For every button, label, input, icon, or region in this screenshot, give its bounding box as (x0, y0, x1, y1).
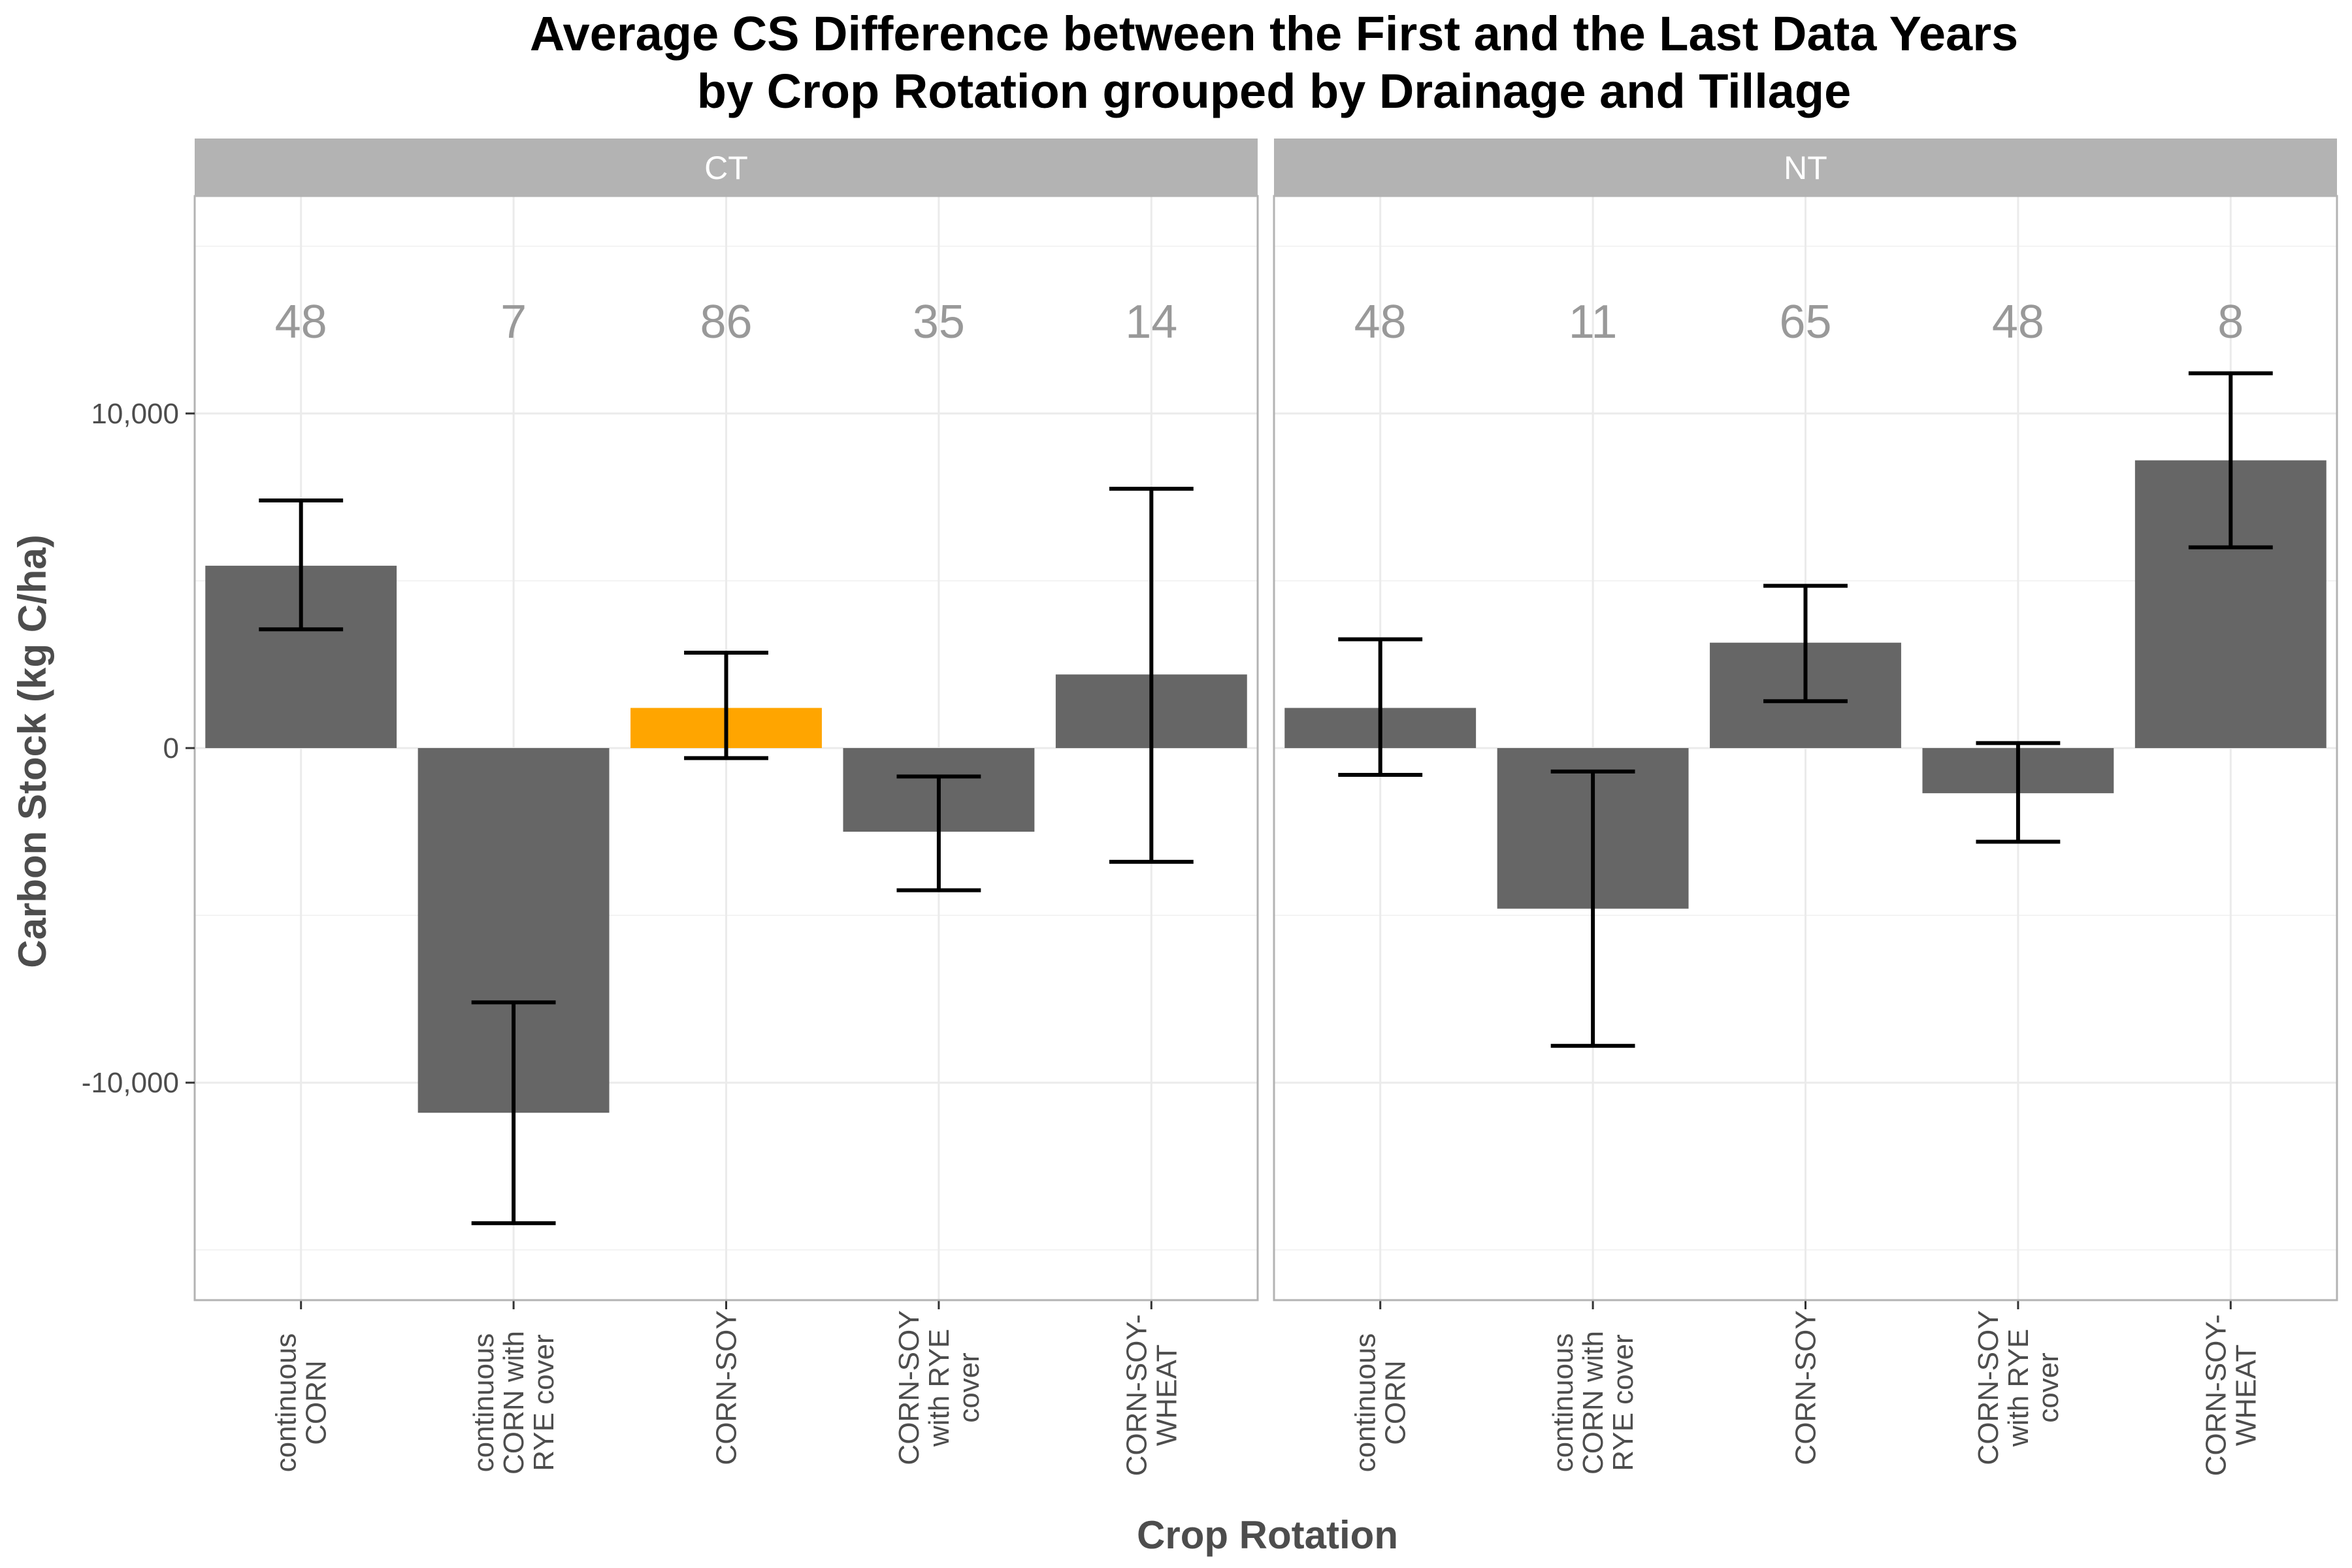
x-tick-label: continuousCORN (1350, 1333, 1412, 1473)
x-tick-label-line: CORN-SOY (1790, 1310, 1822, 1465)
x-tick-label-line: CORN-SOY (711, 1310, 743, 1465)
y-tick-label: 10,000 (91, 398, 179, 430)
x-tick-label: CORN-SOY (1790, 1310, 1822, 1465)
panel-strip-label: CT (704, 150, 748, 186)
x-tick-label-line: CORN-SOY- (1120, 1315, 1152, 1477)
x-tick-label-line: with RYE (923, 1329, 955, 1447)
x-tick-label-line: cover (2033, 1352, 2065, 1423)
x-tick-label-line: CORN (1380, 1360, 1412, 1445)
count-label: 7 (500, 296, 527, 348)
count-label: 14 (1125, 296, 1177, 348)
x-tick-label: CORN-SOY (711, 1310, 743, 1465)
y-tick-label: 0 (163, 732, 179, 764)
y-axis: -10,000 0 10,000 (82, 398, 195, 1099)
x-tick-label-line: continuous (1350, 1333, 1382, 1473)
x-tick-label: CORN-SOYwith RYEcover (1972, 1310, 2065, 1465)
panel-strip-label: NT (1784, 150, 1827, 186)
x-tick-label-line: continuous (468, 1333, 500, 1473)
panel-strip (1274, 139, 2337, 196)
x-tick-label-line: CORN with (498, 1331, 530, 1475)
x-tick-label-line: RYE cover (1607, 1334, 1639, 1471)
chart-title: Average CS Difference between the First … (530, 7, 2018, 61)
count-label: 48 (1354, 296, 1407, 348)
panel-border (1273, 195, 2338, 1301)
x-tick-label-line: CORN-SOY (1972, 1310, 2004, 1465)
x-tick-label-line: WHEAT (1151, 1345, 1183, 1446)
x-tick-label: continuousCORN (270, 1333, 333, 1473)
x-tick-label-line: WHEAT (2230, 1345, 2262, 1446)
count-label: 48 (1992, 296, 2044, 348)
x-tick-label-line: continuous (270, 1333, 302, 1473)
count-label: 8 (2217, 296, 2244, 348)
x-tick-label: continuousCORN withRYE cover (468, 1331, 560, 1475)
y-axis-title: Carbon Stock (kg C/ha) (10, 534, 54, 968)
x-tick-label-line: RYE cover (528, 1334, 560, 1471)
y-tick-label: -10,000 (82, 1067, 179, 1099)
x-tick-label-line: continuous (1547, 1333, 1579, 1473)
count-label: 11 (1569, 296, 1618, 348)
x-tick-label-line: CORN-SOY (893, 1310, 925, 1465)
count-label: 48 (275, 296, 327, 348)
x-tick-label: CORN-SOY-WHEAT (2200, 1315, 2262, 1477)
chart-subtitle: by Crop Rotation grouped by Drainage and… (697, 64, 1852, 118)
x-tick-label-line: with RYE (2002, 1329, 2034, 1447)
count-label: 65 (1779, 296, 1831, 348)
count-label: 35 (913, 296, 965, 348)
x-tick-label: CORN-SOY-WHEAT (1120, 1315, 1183, 1477)
x-tick-label-line: cover (953, 1352, 985, 1423)
panel-strip (195, 139, 1258, 196)
x-tick-label-line: CORN with (1577, 1331, 1609, 1475)
x-tick-label: CORN-SOYwith RYEcover (893, 1310, 985, 1465)
x-tick-label-line: CORN (301, 1360, 333, 1445)
count-label: 86 (700, 296, 752, 348)
x-tick-label: continuousCORN withRYE cover (1547, 1331, 1639, 1475)
x-axis-title: Crop Rotation (1137, 1513, 1398, 1557)
x-tick-label-line: CORN-SOY- (2200, 1315, 2232, 1477)
